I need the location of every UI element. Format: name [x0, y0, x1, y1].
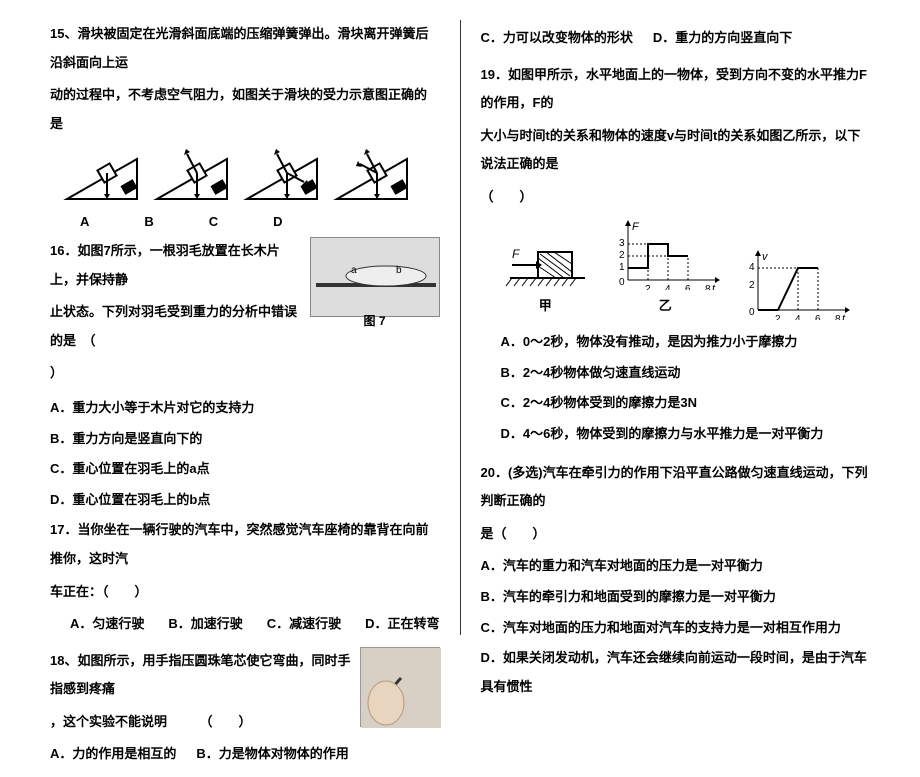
svg-text:2: 2 [775, 314, 781, 320]
svg-text:b: b [396, 265, 402, 276]
svg-text:6: 6 [815, 314, 821, 320]
block-diagram-icon: F [500, 230, 590, 290]
q16-line3: ） [50, 359, 302, 388]
q16-line2: 止状态。下列对羽毛受到重力的分析中错误的是 （ [50, 298, 302, 355]
label-c: C [209, 208, 218, 237]
pen-figure-icon [360, 647, 440, 727]
q18-opts-right: C．力可以改变物体的形状 D．重力的方向竖直向下 [481, 24, 871, 53]
svg-text:4: 4 [665, 284, 671, 290]
fig-jia-label: 甲 [500, 292, 590, 321]
svg-text:0: 0 [749, 307, 755, 318]
q15-line2: 动的过程中，不考虑空气阻力，如图关于滑块的受力示意图正确的是 [50, 81, 440, 138]
right-column: C．力可以改变物体的形状 D．重力的方向竖直向下 19．如图甲所示，水平地面上的… [461, 20, 881, 635]
q18-optb: B．力是物体对物体的作用 [196, 740, 348, 769]
svg-text:F: F [512, 247, 520, 261]
q16-optd: D．重心位置在羽毛上的b点 [50, 486, 440, 515]
q17-optd: D．正在转弯 [365, 610, 439, 639]
q16-optb: B．重力方向是竖直向下的 [50, 425, 440, 454]
q15-line1: 15、滑块被固定在光滑斜面底端的压缩弹簧弹出。滑块离开弹簧后沿斜面向上运 [50, 20, 440, 77]
q19-opta: A．0～2秒，物体没有推动，是因为推力小于摩擦力 [501, 328, 871, 357]
q16-line1: 16．如图7所示，一根羽毛放置在长木片上，并保持静 [50, 237, 302, 294]
triangle-b-icon [152, 144, 232, 204]
svg-text:2: 2 [749, 280, 755, 291]
svg-text:4: 4 [749, 262, 755, 273]
svg-text:F: F [632, 221, 640, 233]
triangle-a-icon [62, 144, 142, 204]
q19-figures: F 甲 F t 123 0 2468 乙 [481, 220, 871, 321]
triangle-d-icon [332, 144, 412, 204]
q19-optc: C．2～4秒物体受到的摩擦力是3N [501, 389, 871, 418]
svg-text:v: v [762, 251, 769, 263]
svg-text:3: 3 [619, 238, 625, 249]
svg-text:t: t [842, 313, 846, 320]
svg-text:a: a [351, 265, 357, 276]
q17-optc: C．减速行驶 [267, 610, 341, 639]
svg-text:6: 6 [685, 284, 691, 290]
q19-line2: 大小与时间t的关系和物体的速度v与时间t的关系如图乙所示，以下说法正确的是 [481, 122, 871, 179]
v-t-graph-icon: v t 2 4 0 2 4 6 8 [740, 250, 850, 320]
q19-optd: D．4～6秒，物体受到的摩擦力与水平推力是一对平衡力 [501, 420, 871, 449]
triangle-c-icon [242, 144, 322, 204]
q18-row: 18、如图所示，用手指压圆珠笔芯使它弯曲，同时手指感到疼痛 ，这个实验不能说明 … [50, 647, 440, 777]
q16-opta: A．重力大小等于木片对它的支持力 [50, 394, 440, 423]
svg-text:1: 1 [619, 262, 625, 273]
q15-diagrams [62, 144, 440, 204]
fig-yi-v: v t 2 4 0 2 4 6 8 [740, 250, 850, 320]
left-column: 15、滑块被固定在光滑斜面底端的压缩弹簧弹出。滑块离开弹簧后沿斜面向上运 动的过… [40, 20, 461, 635]
svg-text:2: 2 [619, 250, 625, 261]
q20-optd: D．如果关闭发动机，汽车还会继续向前运动一段时间，是由于汽车具有惯性 [481, 644, 871, 701]
svg-text:t: t [712, 283, 716, 290]
svg-text:4: 4 [795, 314, 801, 320]
q18-line2: ，这个实验不能说明 （ ） [50, 708, 352, 737]
q20-optb: B．汽车的牵引力和地面受到的摩擦力是一对平衡力 [481, 583, 871, 612]
q16-row: 16．如图7所示，一根羽毛放置在长木片上，并保持静 止状态。下列对羽毛受到重力的… [50, 237, 440, 392]
f-t-graph-icon: F t 123 0 2468 [610, 220, 720, 290]
label-b: B [144, 208, 153, 237]
q15-labels: A B C D [80, 208, 440, 237]
q17-line2: 车正在：（ ） [50, 578, 440, 607]
q20-line2: 是（ ） [481, 520, 871, 549]
svg-text:8: 8 [705, 284, 711, 290]
q20-optc: C．汽车对地面的压力和地面对汽车的支持力是一对相互作用力 [481, 614, 871, 643]
fig-yi-label: 乙 [610, 292, 720, 321]
q18-optc: C．力可以改变物体的形状 [481, 24, 633, 53]
q19-optb: B．2～4秒物体做匀速直线运动 [501, 359, 871, 388]
q17-optb: B．加速行驶 [168, 610, 242, 639]
q18-line1: 18、如图所示，用手指压圆珠笔芯使它弯曲，同时手指感到疼痛 [50, 647, 352, 704]
q16-optc: C．重心位置在羽毛上的a点 [50, 455, 440, 484]
q19-line3: （ ） [481, 183, 871, 212]
q20-opta: A．汽车的重力和汽车对地面的压力是一对平衡力 [481, 552, 871, 581]
q17-opta: A．匀速行驶 [70, 610, 144, 639]
q17-opts: A．匀速行驶 B．加速行驶 C．减速行驶 D．正在转弯 [70, 610, 440, 639]
feather-figure-icon: ab [310, 237, 440, 317]
fig-jia: F 甲 [500, 230, 590, 321]
svg-text:2: 2 [645, 284, 651, 290]
fig-yi-f: F t 123 0 2468 乙 [610, 220, 720, 321]
label-a: A [80, 208, 89, 237]
q18-opta: A．力的作用是相互的 [50, 740, 176, 769]
q19-line1: 19．如图甲所示，水平地面上的一物体，受到方向不变的水平推力F的作用，F的 [481, 61, 871, 118]
q20-line1: 20．(多选)汽车在牵引力的作用下沿平直公路做匀速直线运动，下列判断正确的 [481, 459, 871, 516]
q18-opts-left: A．力的作用是相互的 B．力是物体对物体的作用 [50, 740, 352, 769]
q17-line1: 17．当你坐在一辆行驶的汽车中，突然感觉汽车座椅的靠背在向前推你，这时汽 [50, 516, 440, 573]
label-d: D [273, 208, 282, 237]
svg-text:8: 8 [835, 314, 841, 320]
q18-optd: D．重力的方向竖直向下 [653, 24, 792, 53]
svg-text:0: 0 [619, 277, 625, 288]
